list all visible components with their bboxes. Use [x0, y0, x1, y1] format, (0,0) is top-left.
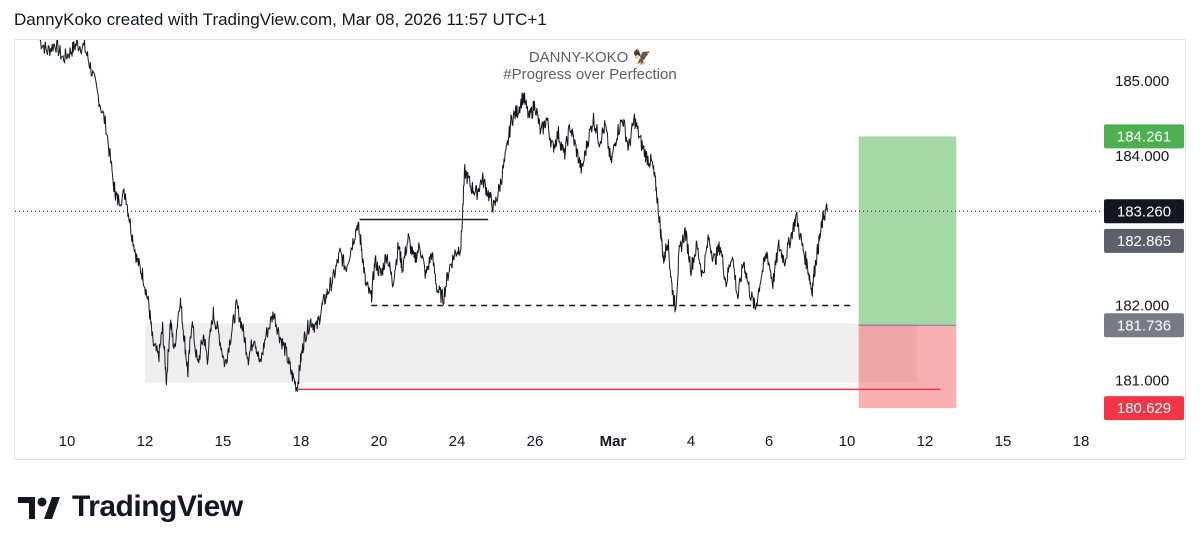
x-tick-label: 12 [137, 433, 154, 450]
long-position-profit-zone [858, 136, 957, 326]
price-label-text: 182.865 [1117, 233, 1171, 250]
chart-caption: DannyKoko created with TradingView.com, … [14, 10, 547, 29]
x-tick-label: 10 [839, 433, 856, 450]
y-tick-label: 182.000 [1115, 298, 1169, 315]
demand-zone [145, 323, 918, 383]
x-tick-label: 15 [215, 433, 232, 450]
x-tick-label: 18 [293, 433, 310, 450]
price-label-text: 180.629 [1117, 400, 1171, 417]
price-label-box [1104, 396, 1184, 421]
tradingview-logo-icon [18, 497, 60, 519]
x-tick-label: 26 [527, 433, 544, 450]
y-tick-label: 185.000 [1115, 73, 1169, 90]
x-tick-label: 24 [449, 433, 466, 450]
x-tick-label: 12 [917, 433, 934, 450]
long-position-loss-zone [858, 325, 957, 409]
price-label-text: 183.260 [1117, 203, 1171, 220]
x-tick-label: 4 [687, 433, 695, 450]
price-label-box [1104, 124, 1184, 149]
price-label-box [1104, 199, 1184, 224]
price-label-box [1104, 228, 1184, 253]
tradingview-wordmark: TradingView [72, 490, 243, 523]
price-line [39, 40, 828, 392]
price-label-text: 181.736 [1117, 317, 1171, 334]
plot-area [39, 40, 957, 409]
x-tick-label: 15 [995, 433, 1012, 450]
tradingview-logo[interactable]: TradingView [18, 490, 243, 524]
x-tick-label: 6 [765, 433, 773, 450]
price-chart[interactable]: DANNY-KOKO 🦅#Progress over Perfection 185… [15, 40, 1185, 459]
chart-frame[interactable]: DANNY-KOKO 🦅 #Progress over Perfection 185… [14, 39, 1186, 460]
y-tick-label: 181.000 [1115, 372, 1169, 389]
y-tick-label: 184.000 [1115, 148, 1169, 165]
x-tick-label: Mar [600, 433, 627, 450]
x-tick-label: 18 [1073, 433, 1090, 450]
price-label-box [1104, 313, 1184, 338]
watermark-title: DANNY-KOKO 🦅 [529, 47, 651, 66]
x-tick-label: 10 [59, 433, 76, 450]
watermark-subtitle: #Progress over Perfection [503, 66, 676, 83]
price-label-text: 184.261 [1117, 128, 1171, 145]
x-tick-label: 20 [371, 433, 388, 450]
